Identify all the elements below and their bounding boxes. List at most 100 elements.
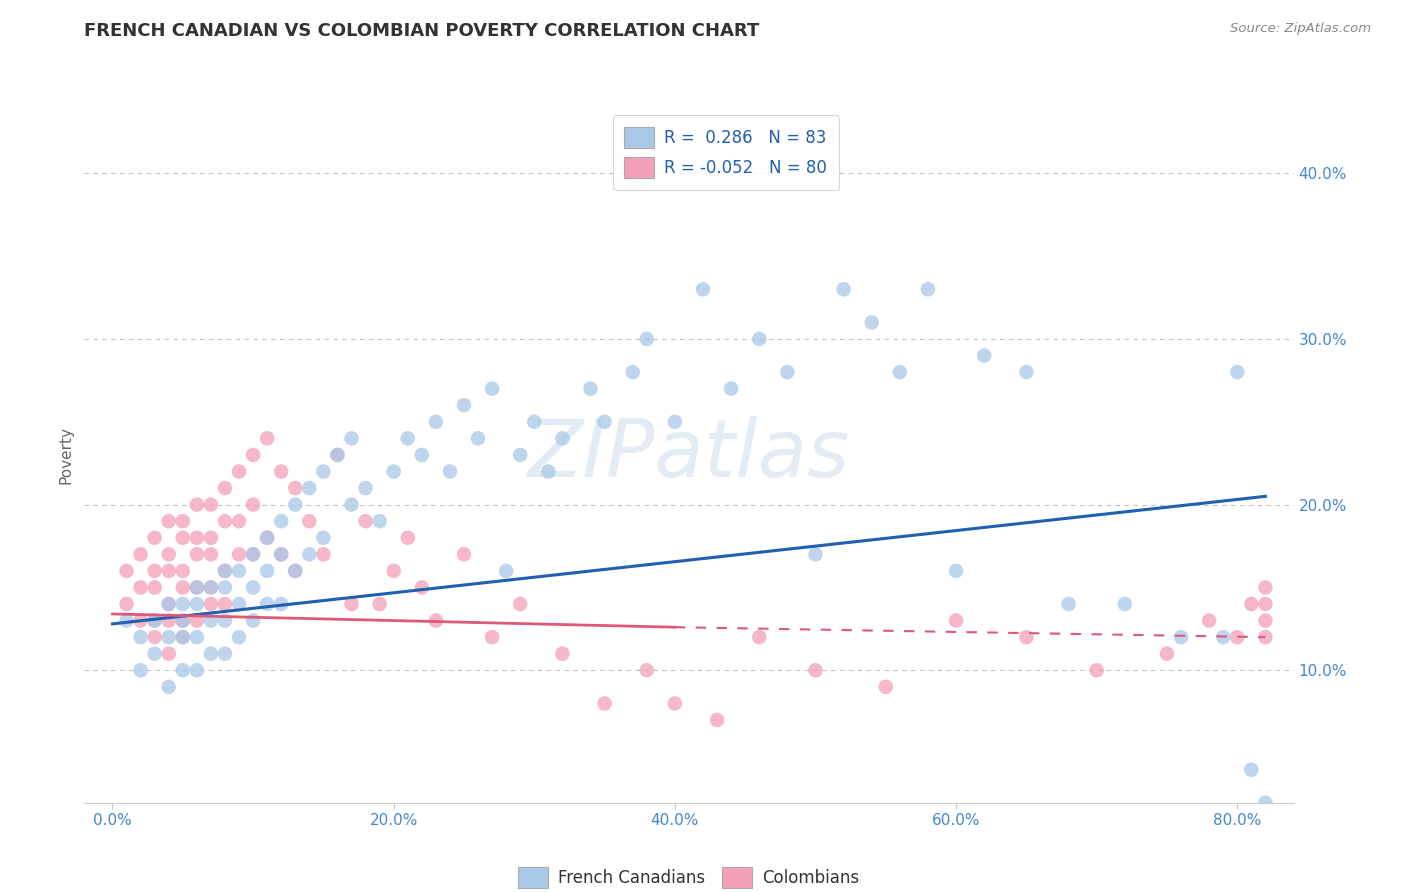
Point [186,597,208,611]
Point [1057,597,1080,611]
Point [129,581,152,595]
Point [411,448,433,462]
Point [467,431,489,445]
Point [214,581,236,595]
Point [1254,630,1277,644]
Point [1212,630,1234,644]
Point [172,630,194,644]
Point [664,415,686,429]
Point [214,564,236,578]
Point [186,663,208,677]
Point [270,597,292,611]
Point [228,465,250,479]
Point [143,630,166,644]
Point [860,315,883,329]
Point [172,581,194,595]
Y-axis label: Poverty: Poverty [58,425,73,484]
Point [129,630,152,644]
Point [945,614,967,628]
Point [143,614,166,628]
Point [172,597,194,611]
Point [776,365,799,379]
Point [284,481,307,495]
Point [453,398,475,412]
Point [228,630,250,644]
Point [1015,365,1038,379]
Point [200,581,222,595]
Point [312,465,335,479]
Point [200,614,222,628]
Point [453,547,475,561]
Point [200,531,222,545]
Point [129,547,152,561]
Point [636,663,658,677]
Point [1226,365,1249,379]
Point [284,498,307,512]
Point [593,697,616,711]
Point [242,498,264,512]
Point [396,531,419,545]
Point [172,514,194,528]
Text: ZIPatlas: ZIPatlas [527,416,851,494]
Point [172,614,194,628]
Point [214,614,236,628]
Point [228,597,250,611]
Point [340,597,363,611]
Point [1170,630,1192,644]
Point [312,531,335,545]
Point [832,282,855,296]
Point [1198,614,1220,628]
Point [382,564,405,578]
Point [157,647,180,661]
Point [200,647,222,661]
Point [200,597,222,611]
Point [1085,663,1108,677]
Point [129,663,152,677]
Point [537,465,560,479]
Point [804,547,827,561]
Point [298,481,321,495]
Point [270,547,292,561]
Point [157,680,180,694]
Point [172,531,194,545]
Point [214,481,236,495]
Point [270,514,292,528]
Point [1240,763,1263,777]
Point [481,630,503,644]
Point [172,630,194,644]
Point [551,431,574,445]
Point [256,531,278,545]
Point [115,597,138,611]
Point [256,531,278,545]
Point [214,564,236,578]
Point [706,713,728,727]
Point [509,597,531,611]
Point [228,564,250,578]
Point [481,382,503,396]
Point [242,547,264,561]
Point [157,597,180,611]
Text: Source: ZipAtlas.com: Source: ZipAtlas.com [1230,22,1371,36]
Point [368,514,391,528]
Point [621,365,644,379]
Point [1240,597,1263,611]
Point [804,663,827,677]
Point [551,647,574,661]
Point [917,282,939,296]
Point [228,514,250,528]
Point [186,547,208,561]
Point [143,564,166,578]
Point [186,581,208,595]
Point [368,597,391,611]
Point [439,465,461,479]
Point [186,498,208,512]
Text: FRENCH CANADIAN VS COLOMBIAN POVERTY CORRELATION CHART: FRENCH CANADIAN VS COLOMBIAN POVERTY COR… [84,22,759,40]
Point [143,531,166,545]
Point [256,431,278,445]
Point [1156,647,1178,661]
Point [129,614,152,628]
Point [157,514,180,528]
Point [1226,630,1249,644]
Point [256,564,278,578]
Point [382,465,405,479]
